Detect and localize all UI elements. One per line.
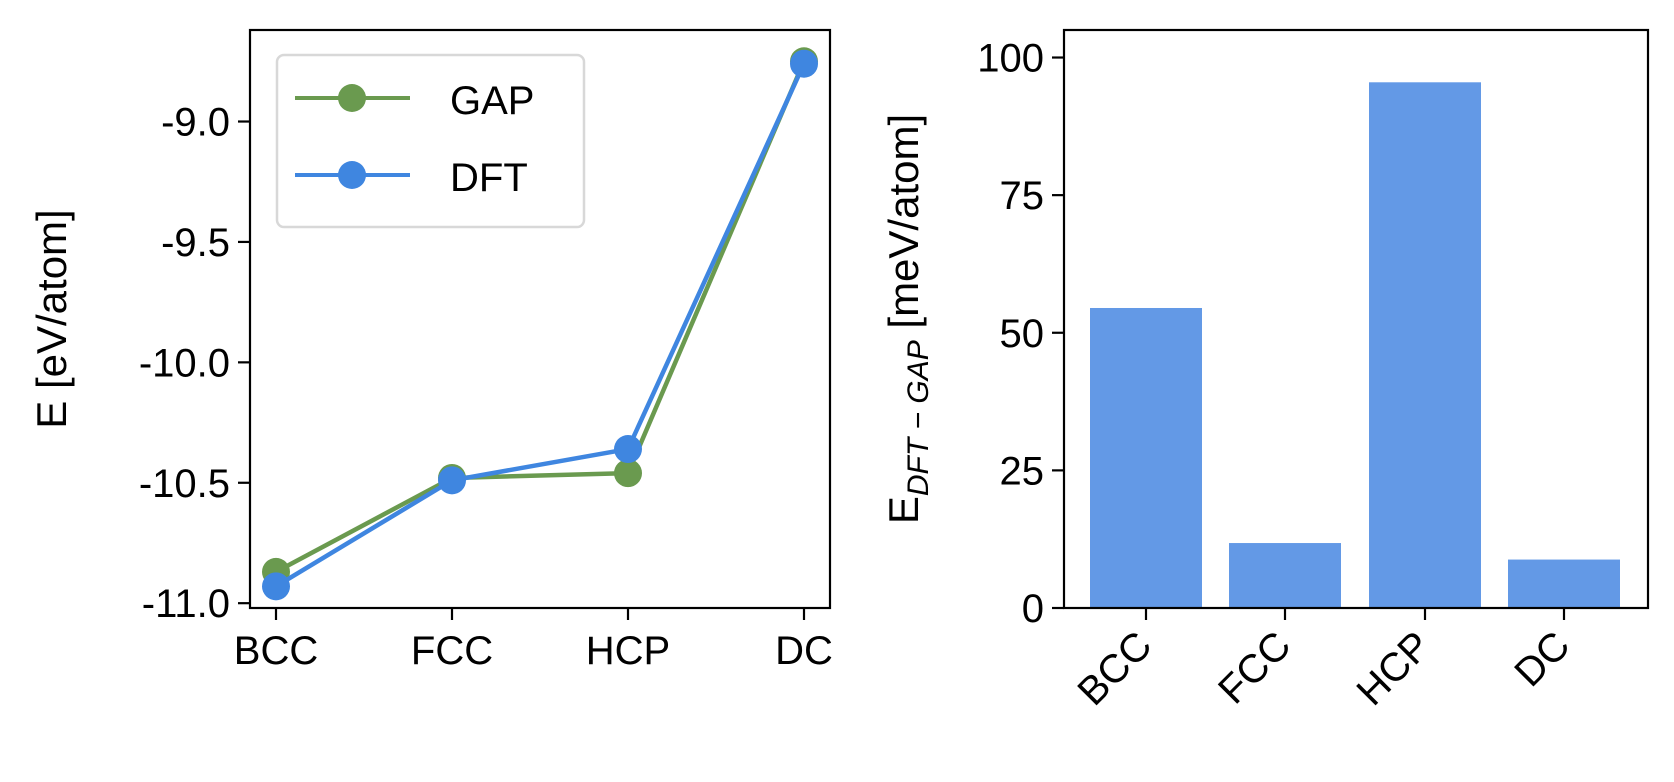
- data-point-dft: [790, 49, 818, 78]
- bar-x-tick-label: FCC: [1210, 623, 1299, 712]
- bar-y-tick-label: 100: [977, 37, 1044, 81]
- line-x-tick-label: DC: [775, 629, 833, 673]
- data-point-dft: [438, 466, 466, 495]
- legend-dft-label: DFT: [450, 156, 528, 200]
- bar-y-tick-label: 25: [1000, 449, 1045, 493]
- legend-box: [275, 53, 586, 229]
- line-x-tick-label: BCC: [234, 629, 318, 673]
- line-x-tick-label: HCP: [586, 629, 670, 673]
- legend-gap-marker: [338, 84, 366, 112]
- bar-y-tick-label: 50: [1000, 312, 1045, 356]
- line-y-tick-label: -10.0: [139, 341, 230, 385]
- data-point-dft: [262, 572, 290, 601]
- legend-gap-label: GAP: [450, 79, 534, 123]
- bar-y-axis-label-units: [meV/atom]: [880, 114, 927, 340]
- series-line-dft: [274, 62, 807, 589]
- bar-y-ticks: 0 25 50 75 100: [977, 37, 1064, 631]
- bar-bcc: [1090, 307, 1202, 608]
- bar-y-axis-label: EDFT − GAP [meV/atom]: [880, 114, 935, 524]
- data-point-gap: [614, 459, 642, 488]
- line-y-axis-label: E [eV/atom]: [28, 209, 75, 428]
- bar-y-axis-label-main: E: [880, 496, 927, 524]
- bar-plot-frame: [1062, 28, 1650, 610]
- line-y-tick-label: -10.5: [139, 462, 230, 506]
- bar-x-ticks: BCC FCC HCP DC: [1070, 608, 1578, 714]
- line-y-tick-label: -11.0: [142, 582, 230, 626]
- legend-dft-marker: [338, 161, 366, 189]
- line-chart: -9.0 -9.5 -10.0 -10.5 -11.0 BCC FCC HCP DC E [e…: [28, 28, 833, 673]
- line-y-tick-label: -9.5: [161, 221, 230, 265]
- bar-x-tick-label: BCC: [1070, 623, 1161, 714]
- line-plot-frame: [248, 28, 832, 610]
- line-y-ticks: -9.0 -9.5 -10.0 -10.5 -11.0: [139, 101, 250, 626]
- bar-hcp: [1369, 82, 1481, 609]
- line-y-tick-label: -9.0: [161, 101, 230, 145]
- bar-x-tick-label: DC: [1506, 623, 1578, 695]
- bar-y-tick-label: 0: [1022, 587, 1044, 631]
- bar-dc: [1508, 559, 1620, 608]
- legend: GAP DFT: [275, 53, 586, 229]
- bar-y-tick-label: 75: [1000, 174, 1045, 218]
- bar-y-axis-label-subscript: DFT − GAP: [902, 340, 935, 496]
- line-series-group: [262, 47, 818, 601]
- bar-fcc: [1229, 543, 1341, 608]
- line-x-ticks: BCC FCC HCP DC: [234, 608, 833, 673]
- bar-series-group: [1090, 82, 1620, 609]
- line-x-tick-label: FCC: [411, 629, 493, 673]
- data-point-dft: [614, 435, 642, 464]
- series-line-gap: [274, 60, 807, 574]
- bar-chart: 0 25 50 75 100 BCC FCC HCP DC EDFT − GAP [meV/a…: [880, 28, 1650, 714]
- bar-x-tick-label: HCP: [1349, 623, 1440, 714]
